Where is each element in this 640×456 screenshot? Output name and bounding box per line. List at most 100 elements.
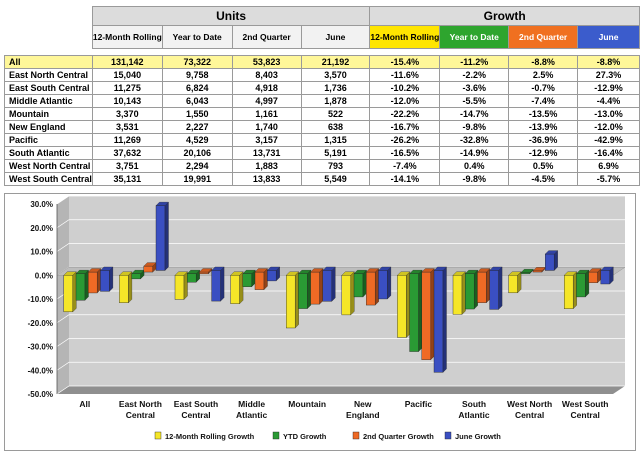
bar-top-1-0 [119, 271, 133, 276]
table-cell: -16.4% [577, 146, 640, 160]
table-cell: 1,736 [300, 81, 371, 95]
bar-top-5-0 [341, 271, 355, 276]
bar-top-5-1 [353, 270, 367, 274]
bar-side-7-0 [461, 271, 466, 315]
bar-1-2 [143, 265, 154, 273]
column-header: June [300, 25, 371, 49]
bar-side-5-1 [362, 269, 367, 298]
bar-top-3-2 [254, 268, 268, 273]
x-category-label: Middle [238, 399, 265, 409]
x-category-label: Pacific [405, 399, 433, 409]
row-label: Mountain [4, 107, 93, 121]
column-header: Year to Date [439, 25, 510, 49]
table-cell: -42.9% [577, 133, 640, 147]
bar-top-9-1 [576, 270, 590, 274]
table-cell: 2,294 [161, 159, 233, 173]
table-cell: -16.7% [369, 120, 441, 134]
bar-side-0-2 [97, 268, 101, 294]
bar-side-6-3 [442, 266, 447, 373]
row-label: East South Central [4, 81, 93, 95]
x-category-label: Atlantic [458, 410, 489, 420]
table-cell: -16.5% [369, 146, 441, 160]
bar-side-6-2 [430, 268, 435, 361]
bar-top-2-0 [174, 271, 188, 276]
bar-side-2-0 [183, 271, 188, 300]
x-category-label: Central [181, 410, 210, 420]
bar-side-7-2 [486, 268, 491, 304]
bar-top-0-2 [87, 268, 102, 273]
row-label: All [4, 55, 93, 69]
bar-top-4-0 [285, 271, 300, 276]
bar-top-4-1 [298, 270, 312, 274]
table-cell: -14.9% [439, 146, 510, 160]
bar-2-0 [174, 275, 185, 300]
legend-swatch [154, 431, 162, 440]
table-cell: 8,403 [231, 68, 302, 82]
bar-top-8-0 [508, 271, 522, 276]
bar-side-1-3 [164, 201, 169, 271]
y-tick-label: 10.0% [30, 248, 53, 257]
bar-side-1-0 [128, 271, 133, 304]
spacer-row [5, 49, 640, 56]
table-cell: -11.6% [369, 68, 441, 82]
row-label: West South Central [4, 172, 93, 186]
bar-3-1 [242, 273, 253, 287]
table-cell: 5,191 [300, 146, 371, 160]
bar-5-3 [378, 270, 388, 300]
legend-swatch [352, 431, 360, 440]
bar-1-1 [131, 273, 141, 280]
table-cell: -5.7% [577, 172, 640, 186]
table-cell: -26.2% [369, 133, 441, 147]
table-row: Mountain 3,370 1,550 1,161 522 -22.2% -14.7% -1… [4, 107, 640, 121]
bar-9-2 [588, 271, 598, 283]
bar-1-0 [119, 275, 129, 303]
bar-top-2-1 [186, 270, 201, 274]
table-cell: 6,043 [161, 94, 233, 108]
units-growth-table: Units Growth 12-Month Rolling Year to Date 2… [4, 6, 640, 186]
column-header: June [577, 25, 640, 49]
bar-side-9-0 [573, 271, 577, 310]
table-cell: 35,131 [91, 172, 163, 186]
row-label: South Atlantic [4, 146, 93, 160]
legend-label: June Growth [455, 432, 501, 441]
bar-2-1 [186, 273, 197, 283]
column-header-row: 12-Month Rolling Year to Date 2nd Quarter J… [5, 25, 640, 49]
bar-top-9-0 [563, 271, 578, 276]
table-cell: -12.9% [508, 146, 579, 160]
table-cell: -12.9% [577, 81, 640, 95]
table-cell: -4.4% [577, 94, 640, 108]
table-cell: -13.9% [508, 120, 579, 134]
table-cell: 37,632 [91, 146, 163, 160]
table-cell: -22.2% [369, 107, 441, 121]
table-cell: 131,142 [91, 55, 163, 69]
bar-side-0-3 [109, 266, 114, 292]
table-cell: -12.0% [577, 120, 640, 134]
bar-side-2-3 [220, 266, 225, 302]
table-cell: 10,143 [91, 94, 163, 108]
table-body: Units Growth 12-Month Rolling Year to Date 2… [4, 6, 640, 186]
table-row: Middle Atlantic 10,143 6,043 4,997 1,878 -12.… [4, 94, 640, 108]
column-header: 2nd Quarter [231, 25, 302, 49]
bar-top-6-1 [409, 270, 423, 274]
legend-label: YTD Growth [283, 432, 327, 441]
table-cell: 1,878 [300, 94, 371, 108]
bar-side-4-2 [319, 268, 324, 305]
table-cell: 793 [300, 159, 371, 173]
table-row: South Atlantic 37,632 20,106 13,731 5,191 -16… [4, 146, 640, 160]
bar-6-0 [397, 275, 407, 338]
table-cell: 522 [300, 107, 371, 121]
bar-3-3 [267, 270, 277, 282]
bar-6-1 [409, 273, 419, 352]
table-cell: -14.7% [439, 107, 510, 121]
x-category-label: West North [507, 399, 552, 409]
row-label: New England [4, 120, 93, 134]
bar-8-0 [508, 275, 518, 294]
bar-0-0 [63, 275, 73, 313]
table-cell: -13.0% [577, 107, 640, 121]
bar-4-2 [310, 271, 320, 305]
table-cell: -13.5% [508, 107, 579, 121]
x-category-label: West South [562, 399, 609, 409]
bar-side-5-2 [375, 268, 379, 306]
table-cell: 3,570 [300, 68, 371, 82]
bar-side-4-3 [331, 266, 336, 302]
